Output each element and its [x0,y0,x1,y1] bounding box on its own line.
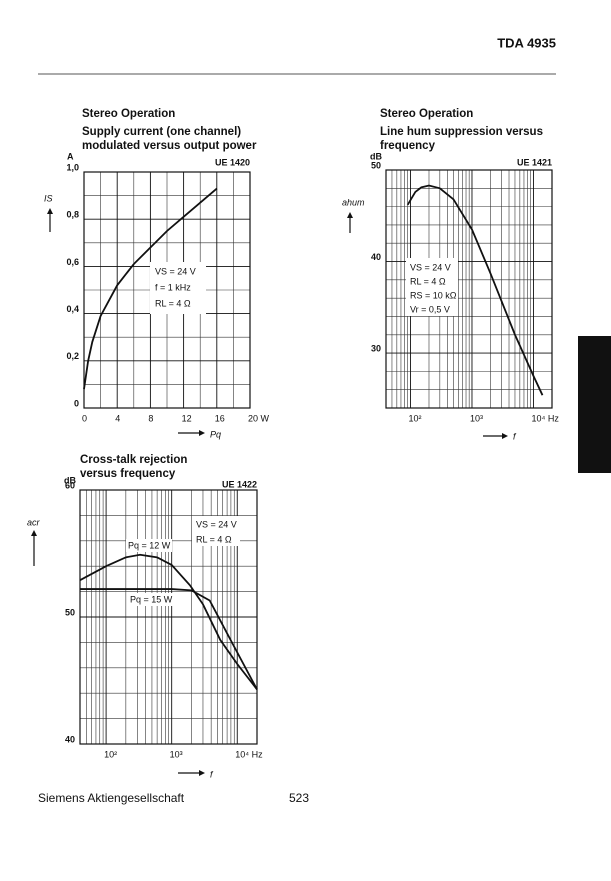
y-tick-label: 50 [371,160,381,170]
y-axis-arrowhead [347,212,353,218]
x-tick-label: 10⁴ Hz [235,749,263,759]
x-axis-label: Pq [210,429,221,439]
series-label-bg [126,539,172,552]
x-tick-label: 4 [115,413,120,423]
annotation: VS = 24 V [196,519,237,529]
chart-title: Cross-talk rejection [80,454,187,466]
x-axis-label: f [513,431,517,441]
x-tick-label: 16 [215,413,225,423]
y-tick-label: 1,0 [66,162,79,172]
x-tick-label: 10² [408,413,421,423]
x-axis-arrowhead [199,430,205,436]
page-tab [578,336,611,473]
figure-code: UE 1422 [222,479,257,489]
section-title: Stereo Operation [82,108,175,120]
x-axis-arrowhead [502,433,508,439]
y-axis-label: acr [27,517,41,527]
annotation: f = 1 kHz [155,282,191,292]
y-tick-label: 60 [65,480,75,490]
annotation: RL = 4 Ω [196,534,232,544]
y-tick-label: 0,2 [66,351,79,361]
x-tick-label: 10⁴ Hz [531,413,559,423]
annotation: VS = 24 V [155,266,196,276]
plot-frame [385,169,553,409]
annotation: Vr = 0,5 V [410,304,450,314]
series-label: Pq = 15 W [130,594,173,604]
annotation: RS = 10 kΩ [410,290,457,300]
y-tick-label: 0 [74,398,79,408]
curve [80,588,258,690]
header-title: TDA 4935 [497,35,556,50]
chart-title: modulated versus output power [82,140,257,152]
footer-company: Siemens Aktiengesellschaft [38,791,185,805]
curve [83,187,218,390]
annotation: RL = 4 Ω [155,298,191,308]
y-tick-label: 0,4 [66,304,79,314]
chart-title: Line hum suppression versus [380,126,543,138]
series-label: Pq = 12 W [128,540,171,550]
curve [79,553,258,690]
curve [406,184,544,396]
footer-page: 523 [289,791,309,805]
chart-title: versus frequency [80,468,176,480]
x-tick-label: 0 [82,413,87,423]
y-tick-label: 40 [371,252,381,262]
y-unit: A [67,151,74,161]
y-tick-label: 40 [65,734,75,744]
x-axis-arrowhead [199,770,205,776]
x-tick-label: 20 W [248,413,270,423]
plot-frame [79,489,258,745]
chart-title: frequency [380,140,436,152]
figure-code: UE 1421 [517,157,552,167]
y-tick-label: 0,8 [66,210,79,220]
figure-code: UE 1420 [215,157,250,167]
y-axis-arrowhead [31,530,37,536]
x-tick-label: 10³ [170,749,183,759]
x-tick-label: 12 [182,413,192,423]
x-axis-label: f [210,769,214,779]
x-tick-label: 8 [148,413,153,423]
section-title: Stereo Operation [380,108,473,120]
x-tick-label: 10² [104,749,117,759]
y-unit: dB [64,475,76,485]
annotation: VS = 24 V [410,262,451,272]
series-label-bg [128,593,174,606]
y-tick-label: 0,6 [66,257,79,267]
y-tick-label: 30 [371,343,381,353]
plot-frame [83,171,251,409]
x-tick-label: 10³ [470,413,483,423]
y-axis-arrowhead [47,208,53,214]
chart-title: Supply current (one channel) [82,126,241,138]
y-axis-label: ahum [342,197,365,207]
annotation-box [150,262,206,314]
annotation: RL = 4 Ω [410,276,446,286]
annotation-box [406,258,458,316]
y-axis-label: IS [44,193,53,203]
y-unit: dB [370,151,382,161]
y-tick-label: 50 [65,607,75,617]
annotation-box [192,516,240,546]
